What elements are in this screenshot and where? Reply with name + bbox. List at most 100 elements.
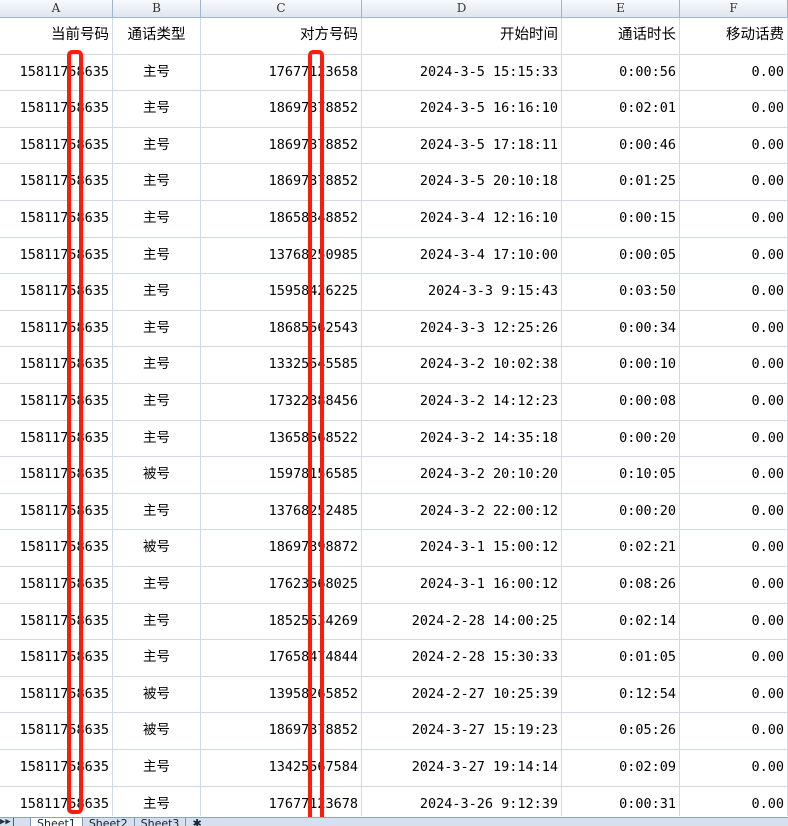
cell-current-number[interactable]: 15811758635 xyxy=(0,91,113,127)
cell-mobile-fee[interactable]: 0.00 xyxy=(680,457,788,493)
cell-duration[interactable]: 0:00:31 xyxy=(562,786,680,816)
cell-other-number[interactable]: 13768250985 xyxy=(201,237,362,274)
cell-other-number[interactable]: 17677123658 xyxy=(201,54,362,91)
column-header-b[interactable]: B xyxy=(113,0,201,17)
cell-current-number[interactable]: 15811758635 xyxy=(0,384,113,420)
column-header-f[interactable]: F xyxy=(680,0,788,17)
cell-call-type[interactable]: 主号 xyxy=(113,127,201,164)
cell-call-type[interactable]: 主号 xyxy=(113,567,201,603)
sheet-tab-2[interactable]: Sheet2 xyxy=(81,818,134,826)
cell-current-number[interactable]: 15811758635 xyxy=(0,274,113,310)
cell-start-time[interactable]: 2024-2-27 10:25:39 xyxy=(362,676,562,713)
cell-start-time[interactable]: 2024-3-2 22:00:12 xyxy=(362,493,562,530)
cell-start-time[interactable]: 2024-3-5 17:18:11 xyxy=(362,127,562,164)
cell-start-time[interactable]: 2024-3-3 9:15:43 xyxy=(362,274,562,310)
cell-duration[interactable]: 0:00:08 xyxy=(562,384,680,420)
cell-start-time[interactable]: 2024-3-5 20:10:18 xyxy=(362,164,562,200)
cell-start-time[interactable]: 2024-3-2 14:12:23 xyxy=(362,384,562,420)
header-cell-start-time[interactable]: 开始时间 xyxy=(362,18,562,54)
cell-call-type[interactable]: 被号 xyxy=(113,530,201,566)
cell-call-type[interactable]: 主号 xyxy=(113,493,201,530)
header-cell-mobile-fee[interactable]: 移动话费 xyxy=(680,18,788,54)
cell-current-number[interactable]: 15811758635 xyxy=(0,237,113,274)
sheet-nav-arrows-icon[interactable]: ▶▶| xyxy=(0,817,17,826)
cell-other-number[interactable]: 18697378852 xyxy=(201,91,362,127)
cell-mobile-fee[interactable]: 0.00 xyxy=(680,274,788,310)
cell-start-time[interactable]: 2024-3-26 9:12:39 xyxy=(362,786,562,816)
cell-call-type[interactable]: 被号 xyxy=(113,676,201,713)
cell-mobile-fee[interactable]: 0.00 xyxy=(680,54,788,91)
cell-duration[interactable]: 0:01:25 xyxy=(562,164,680,200)
cell-call-type[interactable]: 主号 xyxy=(113,164,201,200)
cell-call-type[interactable]: 被号 xyxy=(113,457,201,493)
cell-mobile-fee[interactable]: 0.00 xyxy=(680,786,788,816)
cell-other-number[interactable]: 13425567584 xyxy=(201,750,362,786)
cell-current-number[interactable]: 15811758635 xyxy=(0,786,113,816)
column-header-d[interactable]: D xyxy=(362,0,562,17)
cell-current-number[interactable]: 15811758635 xyxy=(0,567,113,603)
cell-current-number[interactable]: 15811758635 xyxy=(0,420,113,457)
cell-mobile-fee[interactable]: 0.00 xyxy=(680,384,788,420)
cell-mobile-fee[interactable]: 0.00 xyxy=(680,567,788,603)
sheet-tab-3[interactable]: Sheet3 xyxy=(133,818,186,826)
cell-call-type[interactable]: 主号 xyxy=(113,420,201,457)
cell-mobile-fee[interactable]: 0.00 xyxy=(680,310,788,347)
cell-duration[interactable]: 0:02:01 xyxy=(562,91,680,127)
cell-other-number[interactable]: 17623568025 xyxy=(201,567,362,603)
cell-duration[interactable]: 0:00:46 xyxy=(562,127,680,164)
cell-call-type[interactable]: 主号 xyxy=(113,310,201,347)
cell-start-time[interactable]: 2024-3-27 19:14:14 xyxy=(362,750,562,786)
cell-other-number[interactable]: 18697378852 xyxy=(201,127,362,164)
cell-current-number[interactable]: 15811758635 xyxy=(0,750,113,786)
cell-current-number[interactable]: 15811758635 xyxy=(0,676,113,713)
cell-current-number[interactable]: 15811758635 xyxy=(0,347,113,383)
cell-other-number[interactable]: 15958426225 xyxy=(201,274,362,310)
cell-start-time[interactable]: 2024-3-4 17:10:00 xyxy=(362,237,562,274)
cell-start-time[interactable]: 2024-3-4 12:16:10 xyxy=(362,201,562,237)
cell-current-number[interactable]: 15811758635 xyxy=(0,127,113,164)
cell-other-number[interactable]: 18697378852 xyxy=(201,713,362,749)
cell-mobile-fee[interactable]: 0.00 xyxy=(680,603,788,640)
cell-start-time[interactable]: 2024-2-28 14:00:25 xyxy=(362,603,562,640)
column-header-c[interactable]: C xyxy=(201,0,362,17)
cell-other-number[interactable]: 18685562543 xyxy=(201,310,362,347)
cell-current-number[interactable]: 15811758635 xyxy=(0,457,113,493)
cell-current-number[interactable]: 15811758635 xyxy=(0,603,113,640)
cell-duration[interactable]: 0:05:26 xyxy=(562,713,680,749)
cell-call-type[interactable]: 被号 xyxy=(113,713,201,749)
cell-call-type[interactable]: 主号 xyxy=(113,91,201,127)
cell-other-number[interactable]: 18525534269 xyxy=(201,603,362,640)
cell-duration[interactable]: 0:10:05 xyxy=(562,457,680,493)
cell-other-number[interactable]: 13658568522 xyxy=(201,420,362,457)
header-cell-call-type[interactable]: 通话类型 xyxy=(113,18,201,54)
cell-call-type[interactable]: 主号 xyxy=(113,786,201,816)
cell-duration[interactable]: 0:00:56 xyxy=(562,54,680,91)
cell-current-number[interactable]: 15811758635 xyxy=(0,164,113,200)
cell-call-type[interactable]: 主号 xyxy=(113,54,201,91)
cell-duration[interactable]: 0:08:26 xyxy=(562,567,680,603)
cell-other-number[interactable]: 18697398872 xyxy=(201,530,362,566)
cell-call-type[interactable]: 主号 xyxy=(113,237,201,274)
cell-call-type[interactable]: 主号 xyxy=(113,347,201,383)
cell-duration[interactable]: 0:00:34 xyxy=(562,310,680,347)
cell-current-number[interactable]: 15811758635 xyxy=(0,201,113,237)
cell-duration[interactable]: 0:00:05 xyxy=(562,237,680,274)
cell-call-type[interactable]: 主号 xyxy=(113,201,201,237)
cell-call-type[interactable]: 主号 xyxy=(113,274,201,310)
cell-mobile-fee[interactable]: 0.00 xyxy=(680,640,788,676)
cell-current-number[interactable]: 15811758635 xyxy=(0,54,113,91)
cell-start-time[interactable]: 2024-3-27 15:19:23 xyxy=(362,713,562,749)
cell-other-number[interactable]: 13325545585 xyxy=(201,347,362,383)
cell-mobile-fee[interactable]: 0.00 xyxy=(680,347,788,383)
column-header-e[interactable]: E xyxy=(562,0,680,17)
cell-duration[interactable]: 0:02:09 xyxy=(562,750,680,786)
cell-duration[interactable]: 0:01:05 xyxy=(562,640,680,676)
cell-current-number[interactable]: 15811758635 xyxy=(0,713,113,749)
cell-current-number[interactable]: 15811758635 xyxy=(0,640,113,676)
cell-start-time[interactable]: 2024-3-1 16:00:12 xyxy=(362,567,562,603)
cell-other-number[interactable]: 18658848852 xyxy=(201,201,362,237)
cell-mobile-fee[interactable]: 0.00 xyxy=(680,713,788,749)
column-header-a[interactable]: A xyxy=(0,0,113,17)
cell-start-time[interactable]: 2024-3-5 15:15:33 xyxy=(362,54,562,91)
cell-mobile-fee[interactable]: 0.00 xyxy=(680,201,788,237)
